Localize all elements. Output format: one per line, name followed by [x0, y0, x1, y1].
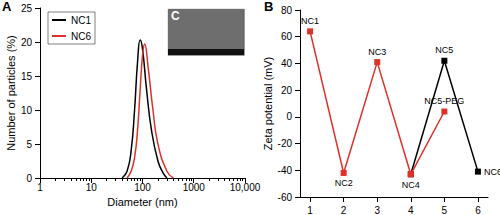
svg-text:15: 15: [21, 71, 33, 82]
svg-text:4: 4: [408, 205, 414, 215]
svg-text:NC5-PEG: NC5-PEG: [424, 96, 464, 106]
svg-text:2: 2: [341, 205, 347, 215]
svg-text:10: 10: [21, 105, 33, 116]
svg-text:-60: -60: [278, 192, 293, 203]
svg-text:20: 20: [21, 37, 33, 48]
svg-text:6: 6: [475, 205, 481, 215]
svg-text:Diameter (nm): Diameter (nm): [107, 196, 177, 208]
svg-text:NC3: NC3: [368, 47, 386, 57]
svg-text:NC2: NC2: [335, 178, 353, 188]
svg-text:NC4: NC4: [402, 180, 420, 190]
svg-text:3: 3: [374, 205, 380, 215]
svg-text:40: 40: [281, 58, 293, 69]
svg-text:10,000: 10,000: [230, 182, 261, 193]
svg-text:C: C: [171, 9, 180, 23]
svg-text:1000: 1000: [183, 182, 206, 193]
svg-text:0: 0: [26, 173, 32, 184]
svg-text:0: 0: [286, 111, 292, 122]
svg-text:80: 80: [281, 5, 293, 16]
svg-text:25: 25: [21, 3, 33, 14]
svg-text:-40: -40: [278, 165, 293, 176]
svg-text:NC1: NC1: [301, 16, 319, 26]
svg-text:NC1: NC1: [71, 15, 91, 26]
svg-text:5: 5: [442, 205, 448, 215]
svg-text:1: 1: [37, 182, 43, 193]
svg-text:20: 20: [281, 85, 293, 96]
svg-text:Zeta potential (mV): Zeta potential (mV): [262, 57, 274, 151]
svg-text:B: B: [264, 0, 273, 14]
svg-text:NC6: NC6: [484, 167, 500, 177]
svg-text:60: 60: [281, 31, 293, 42]
svg-text:Number of particles (%): Number of particles (%): [5, 35, 17, 151]
svg-text:5: 5: [26, 139, 32, 150]
svg-text:-20: -20: [278, 138, 293, 149]
svg-text:1: 1: [307, 205, 313, 215]
svg-text:A: A: [2, 0, 12, 14]
svg-text:NC5: NC5: [435, 45, 453, 55]
svg-text:NC6: NC6: [71, 31, 91, 42]
svg-text:100: 100: [134, 182, 151, 193]
svg-text:10: 10: [86, 182, 98, 193]
